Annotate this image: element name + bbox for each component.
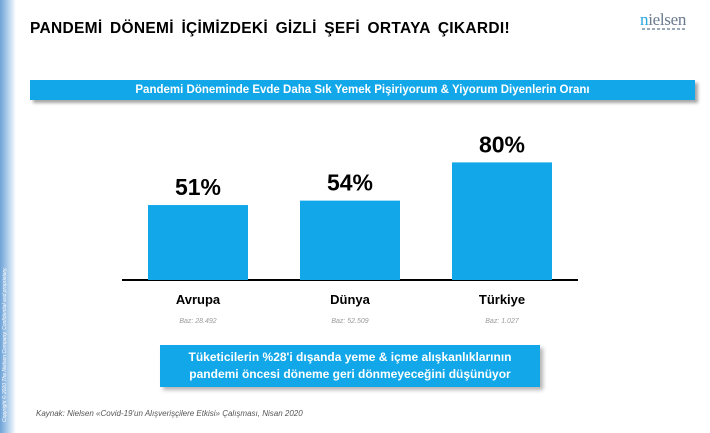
callout-line-1: Tüketicilerin %28'i dışanda yeme & içme … xyxy=(188,350,512,364)
insight-callout: Tüketicilerin %28'i dışanda yeme & içme … xyxy=(160,345,540,387)
logo-rest: ielsen xyxy=(648,10,687,29)
category-label: Dünya xyxy=(330,292,371,307)
bar-türkiye xyxy=(452,162,552,280)
source-note: Kaynak: Nielsen «Covid-19'un Alışverişçi… xyxy=(36,409,303,418)
logo-first-letter: n xyxy=(640,10,649,29)
page-title: PANDEMİ DÖNEMİ İÇİMİZDEKİ GİZLİ ŞEFİ ORT… xyxy=(30,20,510,37)
bar-value-label: 80% xyxy=(479,131,525,157)
callout-line-2: pandemi öncesi döneme geri dönmeyeceğini… xyxy=(189,367,511,381)
category-label: Türkiye xyxy=(479,292,525,307)
bar-value-label: 54% xyxy=(327,170,373,196)
bar-dünya xyxy=(300,200,400,280)
base-label: Baz: 52.509 xyxy=(331,318,369,325)
chart-header-band: Pandemi Döneminde Evde Daha Sık Yemek Pi… xyxy=(30,80,695,100)
chart-header-text: Pandemi Döneminde Evde Daha Sık Yemek Pi… xyxy=(135,84,590,96)
category-label: Avrupa xyxy=(176,292,221,307)
base-label: Baz: 28.492 xyxy=(179,318,217,325)
bar-avrupa xyxy=(148,205,248,280)
logo-dots xyxy=(640,28,700,30)
bar-value-label: 51% xyxy=(175,174,221,200)
left-decorative-strip xyxy=(0,0,16,433)
nielsen-logo: nielsen xyxy=(640,10,700,40)
base-label: Baz: 1.027 xyxy=(485,318,519,325)
